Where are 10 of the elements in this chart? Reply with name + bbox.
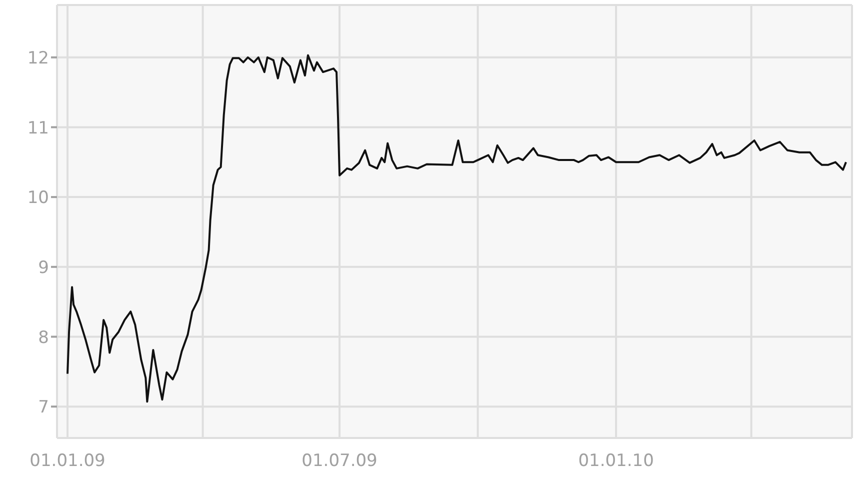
y-tick-label: 9 [38,258,49,278]
y-tick-label: 11 [27,118,49,138]
x-tick-label: 01.07.09 [302,451,378,472]
y-tick-label: 10 [27,188,49,208]
line-series [66,54,847,403]
y-tick-label: 12 [27,48,49,68]
y-tick-label: 7 [38,398,49,418]
x-tick-label: 01.01.09 [30,451,106,472]
x-tick-label: 01.01.10 [578,451,654,472]
y-tick-label: 8 [38,328,49,348]
